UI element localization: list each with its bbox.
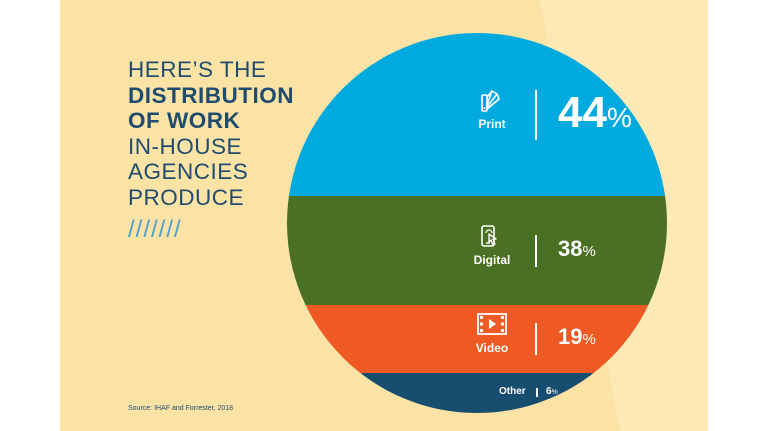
title-line-2: DISTRIBUTION [128,82,294,108]
slice-divider [535,323,537,356]
title-line-1: HERE’S THE [128,57,267,82]
slice-divider [535,89,537,140]
title-line-4: IN-HOUSE [128,133,243,159]
pie-chart: Print 44% Digital 38% Video 19% Other 6% [287,33,667,413]
slice-label: Digital [473,252,511,267]
print-swatch-icon [480,89,502,118]
title-line-5: AGENCIES [128,159,249,184]
chart-title: HERE’S THE DISTRIBUTION OF WORK IN-HOUSE… [128,57,294,210]
title-line-3: OF WORK [128,108,241,133]
slice-label: Video [475,341,509,356]
percent-sign: % [582,331,596,349]
slice-value: 6% [546,386,558,397]
pie-slice-video: Video 19% [287,305,667,373]
digital-phone-icon [480,224,502,256]
slice-divider [536,388,538,397]
slice-value: 19% [558,324,596,350]
slice-label: Print [478,116,506,131]
infographic-canvas: HERE’S THE DISTRIBUTION OF WORK IN-HOUSE… [60,0,708,431]
pie-slice-digital: Digital 38% [287,196,667,306]
percent-sign: % [551,389,558,396]
slice-label: Other [499,386,526,397]
source-note: Source: IHAF and Forrester, 2018 [128,405,234,412]
video-film-icon [477,313,507,340]
percent-sign: % [582,242,596,260]
decorative-slashes: /////// [128,216,182,243]
slice-value: 38% [558,235,596,261]
pie-slice-print: Print 44% [287,33,667,197]
pie-slice-other: Other 6% [287,373,667,413]
title-line-6: PRODUCE [128,184,245,210]
slice-value: 44% [558,87,632,137]
percent-sign: % [606,101,632,133]
slice-divider [535,234,537,267]
